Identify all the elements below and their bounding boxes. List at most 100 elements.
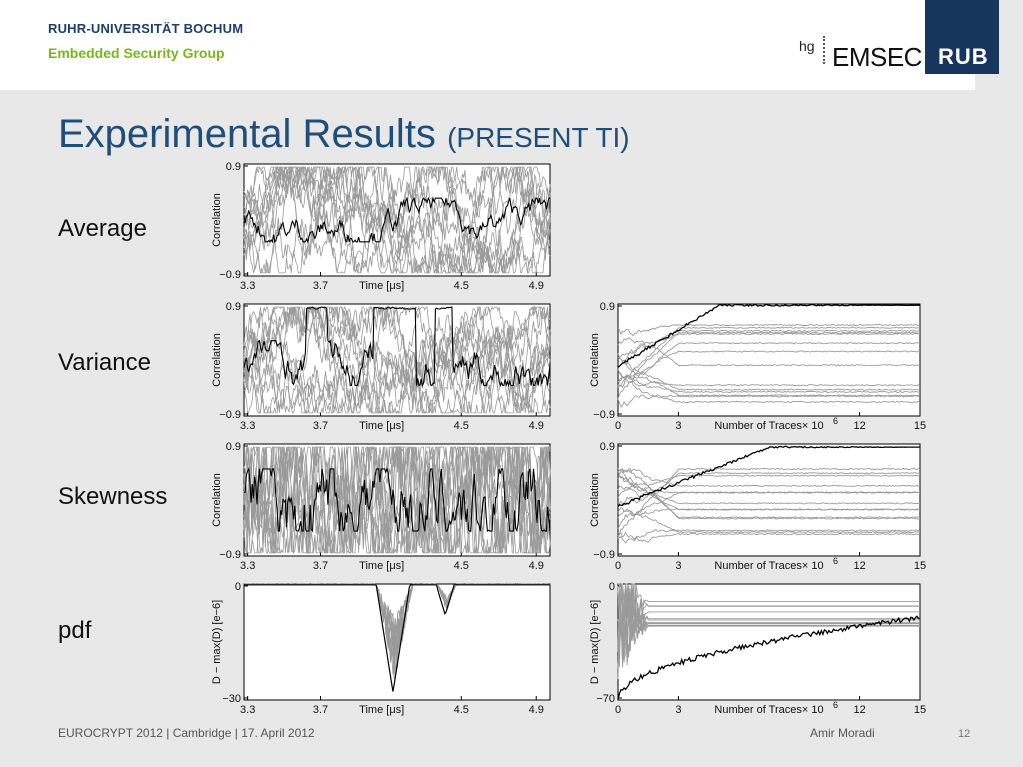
y-axis-label: D − max(D) [e−6]	[589, 600, 601, 684]
row-label-pdf: pdf	[58, 617, 92, 644]
page-number: 12	[958, 728, 971, 740]
footer-author: Amir Moradi	[810, 726, 875, 740]
key-candidate-curve	[617, 583, 920, 654]
plot-curves	[617, 583, 921, 701]
x-axis-label-exponent: 6	[833, 700, 838, 710]
correct-key-curve	[244, 583, 550, 692]
key-candidate-curve	[617, 508, 920, 529]
footer-event: EUROCRYPT 2012 | Cambridge | 17. April 2…	[58, 726, 315, 740]
plot-curves	[243, 445, 551, 555]
correct-key-curve	[617, 615, 921, 701]
key-candidate-curve	[243, 165, 551, 275]
y-axis-label: Correlation	[589, 333, 601, 387]
hg-logo-text: hg	[799, 38, 815, 54]
y-tick-label: 0.9	[600, 301, 615, 313]
key-candidate-curve	[617, 585, 920, 680]
logo-separator	[823, 36, 825, 64]
x-axis-label-exponent: 6	[833, 416, 838, 426]
key-candidate-curve	[617, 350, 921, 383]
key-candidate-curve	[617, 531, 921, 543]
y-tick-label: −30	[222, 693, 241, 705]
time-plot-pdf: 0 −30 D − max(D) [e−6] 3.3 3.7 4.5 4.9 Time [μs…	[211, 581, 551, 716]
x-axis-label: Time [μs]	[359, 280, 404, 292]
x-tick-label: 15	[914, 560, 926, 572]
y-tick-label: −0.9	[593, 549, 615, 561]
x-tick-label: 3.3	[240, 560, 255, 572]
y-axis-label: Correlation	[589, 473, 601, 527]
x-tick-label: 3.3	[240, 704, 255, 716]
key-candidate-curve	[243, 315, 551, 414]
x-tick-label: 3.3	[240, 420, 255, 432]
y-axis-label: Correlation	[211, 193, 223, 247]
key-candidate-curve	[617, 528, 921, 544]
key-candidate-curve	[617, 467, 920, 488]
key-candidate-curve	[617, 590, 920, 660]
traces-plot-variance: 0.9 −0.9 Correlation 0 3 12 15 Number of Traces…	[589, 301, 926, 432]
x-axis-label-exponent: 6	[833, 556, 838, 566]
x-tick-label: 4.9	[529, 704, 544, 716]
x-tick-label: 3.3	[240, 280, 255, 292]
y-tick-label: 0	[609, 581, 615, 593]
title-sub: (PRESENT TI)	[447, 122, 630, 153]
plot-area	[617, 303, 921, 417]
x-tick-label: 3.7	[313, 420, 328, 432]
y-tick-label: 0.9	[226, 161, 241, 173]
key-candidate-curve	[617, 369, 921, 404]
slide-title: Experimental Results (PRESENT TI)	[58, 112, 630, 157]
y-tick-label: −0.9	[219, 549, 241, 561]
x-axis-label: Number of Traces× 10	[714, 704, 823, 716]
x-tick-label: 4.9	[529, 560, 544, 572]
key-candidate-curve	[617, 468, 921, 494]
key-candidate-curve	[617, 472, 921, 506]
plot-curves	[243, 305, 551, 415]
y-tick-label: 0.9	[600, 441, 615, 453]
key-candidate-curve	[243, 165, 551, 274]
key-candidate-curve	[617, 583, 920, 648]
time-plot-skewness: 0.9 −0.9 Correlation 3.3 3.7 4.5 4.9 Time [μs]	[211, 441, 551, 572]
plot-curves	[243, 583, 551, 692]
row-label-average: Average	[58, 215, 147, 242]
key-candidate-curve	[243, 305, 551, 415]
rub-logo-box	[925, 0, 999, 74]
y-axis-label: D − max(D) [e−6]	[211, 600, 223, 684]
key-candidate-curve	[617, 507, 921, 534]
key-candidate-curve	[243, 324, 551, 415]
time-plot-variance: 0.9 −0.9 Correlation 3.3 3.7 4.5 4.9 Time [μs]	[211, 301, 551, 432]
y-tick-label: −0.9	[219, 269, 241, 281]
key-candidate-curve	[617, 485, 920, 505]
x-tick-label: 4.5	[454, 280, 469, 292]
key-candidate-curve	[617, 323, 921, 337]
group-name: Embedded Security Group	[48, 45, 225, 61]
y-axis-label: Correlation	[211, 473, 223, 527]
correct-key-curve	[617, 445, 920, 508]
correct-key-curve	[243, 306, 551, 388]
x-tick-label: 3.7	[313, 560, 328, 572]
correct-key-curve	[243, 466, 551, 533]
key-candidate-curve	[243, 445, 551, 555]
key-candidate-curve	[617, 583, 920, 663]
time-plot-average: 0.9 −0.9 Correlation 3.3 3.7 4.5 4.9 Time [μs]	[211, 161, 551, 292]
x-tick-label: 12	[853, 560, 865, 572]
key-candidate-curve	[617, 337, 921, 367]
traces-plot-skewness: 0.9 −0.9 Correlation 0 3 12 15 Number of Traces…	[589, 441, 926, 572]
x-tick-label: 4.9	[529, 280, 544, 292]
x-tick-label: 0	[615, 560, 621, 572]
correct-key-curve	[243, 196, 550, 244]
key-candidate-curve	[617, 331, 920, 388]
x-tick-label: 3	[675, 420, 681, 432]
row-label-variance: Variance	[58, 349, 151, 376]
x-axis-label: Time [μs]	[359, 704, 404, 716]
rub-logo-text: RUB	[938, 44, 989, 69]
row-label-skewness: Skewness	[58, 483, 168, 510]
x-tick-label: 15	[914, 420, 926, 432]
x-tick-label: 4.5	[454, 704, 469, 716]
key-candidate-curve	[243, 446, 551, 554]
x-axis-label: Time [μs]	[359, 420, 404, 432]
y-tick-label: −70	[596, 693, 615, 705]
x-tick-label: 3.7	[313, 704, 328, 716]
plot-curves	[243, 165, 551, 275]
key-candidate-curve	[243, 306, 551, 414]
x-tick-label: 12	[853, 704, 865, 716]
university-name: RUHR-UNIVERSITÄT BOCHUM	[48, 21, 244, 36]
